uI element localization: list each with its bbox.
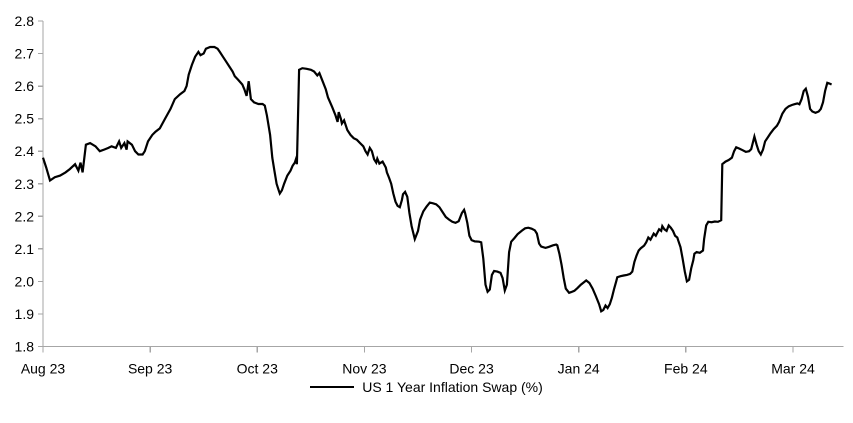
- y-tick-label: 2.0: [15, 273, 35, 289]
- series-line-us-1y-inflation-swap: [41, 45, 833, 313]
- y-tick-label: 2.4: [15, 143, 35, 159]
- x-tick-label: Feb 24: [664, 361, 708, 377]
- y-tick-label: 1.8: [15, 339, 35, 355]
- legend: US 1 Year Inflation Swap (%): [0, 378, 853, 396]
- x-tick-label: Aug 23: [21, 361, 66, 377]
- y-tick-label: 2.7: [15, 46, 35, 62]
- y-tick-label: 2.6: [15, 78, 35, 94]
- legend-label: US 1 Year Inflation Swap (%): [362, 379, 543, 395]
- y-tick-label: 1.9: [15, 306, 35, 322]
- axis-lines: [42, 21, 844, 348]
- x-tick-label: Dec 23: [449, 361, 494, 377]
- legend-line-swatch: [310, 386, 355, 388]
- y-tick-label: 2.3: [15, 176, 35, 192]
- x-tick-label: Jan 24: [558, 361, 600, 377]
- x-tick-label: Oct 23: [237, 361, 278, 377]
- y-tick-label: 2.1: [15, 241, 35, 257]
- x-tick-label: Sep 23: [128, 361, 173, 377]
- y-tick-label: 2.2: [15, 208, 35, 224]
- x-tick-label: Mar 24: [771, 361, 815, 377]
- y-tick-label: 2.8: [15, 13, 35, 29]
- x-tick-label: Nov 23: [342, 361, 387, 377]
- y-tick-label: 2.5: [15, 111, 35, 127]
